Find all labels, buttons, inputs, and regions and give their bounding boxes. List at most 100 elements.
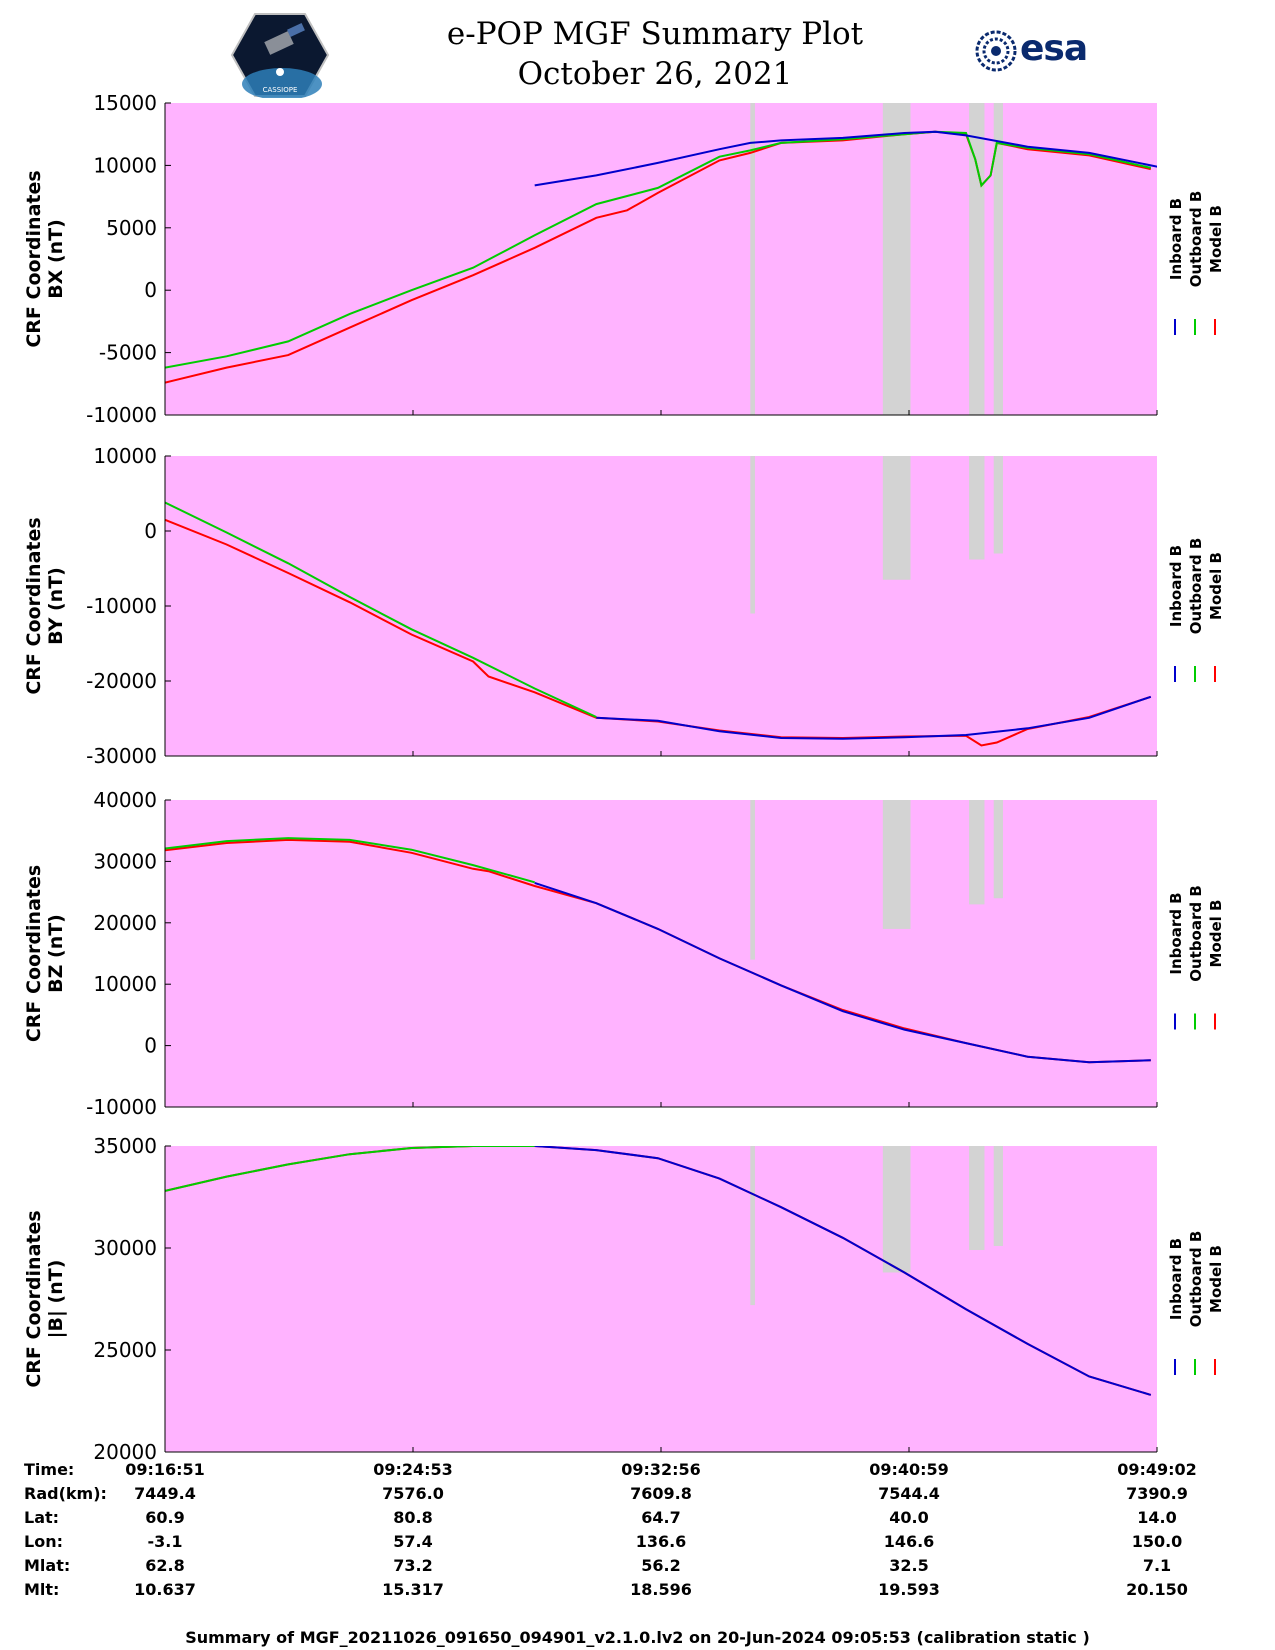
footer-caption: Summary of MGF_20211026_091650_094901_v2… xyxy=(185,1628,1090,1647)
ephem-value: -3.1 xyxy=(147,1532,183,1551)
ephem-value: 7449.4 xyxy=(134,1484,196,1503)
data-gap-4 xyxy=(993,456,1003,554)
ephem-value: 60.9 xyxy=(145,1508,185,1527)
ephem-value: 14.0 xyxy=(1137,1508,1177,1527)
y-axis-title-line-2: BY (nT) xyxy=(45,567,67,645)
y-tick-label: -5000 xyxy=(99,341,157,365)
series-line-outboard-b xyxy=(165,1146,535,1192)
legend-label-inboard: Inboard B xyxy=(1167,198,1185,280)
legend-label-inboard: Inboard B xyxy=(1167,892,1185,974)
data-gap-3 xyxy=(969,1146,985,1251)
y-axis-title-line-2: BX (nT) xyxy=(45,219,67,299)
ephem-value: 09:49:02 xyxy=(1117,1460,1197,1479)
y-tick-label: 20000 xyxy=(93,1440,157,1464)
ephem-value: 62.8 xyxy=(145,1556,185,1575)
ephem-label-mlat: Mlat: xyxy=(24,1556,71,1575)
y-tick-label: 15000 xyxy=(93,91,157,115)
data-gap-1 xyxy=(750,1146,755,1306)
series-line-outboard-b xyxy=(165,501,597,718)
y-tick-label: 30000 xyxy=(93,849,157,873)
ephem-value: 64.7 xyxy=(641,1508,681,1527)
esa-logo-text: esa xyxy=(1020,28,1088,69)
plot-background xyxy=(165,800,1157,1107)
legend-label-outboard: Outboard B xyxy=(1187,885,1205,982)
ephem-value: 7544.4 xyxy=(878,1484,940,1503)
data-gap-1 xyxy=(750,800,755,960)
ephem-value: 09:40:59 xyxy=(869,1460,949,1479)
y-axis-title-line-1: CRF Coordinates xyxy=(23,1210,45,1387)
ephem-value: 7390.9 xyxy=(1126,1484,1188,1503)
series-line-outboard-b xyxy=(165,837,535,884)
ephem-value: 7609.8 xyxy=(630,1484,692,1503)
ephem-value: 20.150 xyxy=(1126,1580,1188,1599)
ephem-value: 09:32:56 xyxy=(621,1460,701,1479)
y-tick-label: -10000 xyxy=(86,594,157,618)
y-axis-title: CRF CoordinatesBX (nT) xyxy=(23,170,67,347)
ephem-value: 10.637 xyxy=(134,1580,196,1599)
y-axis-title-line-2: |B| (nT) xyxy=(45,1260,67,1339)
ephem-value: 40.0 xyxy=(889,1508,929,1527)
y-tick-label: 0 xyxy=(144,278,157,302)
legend-label-model: Model B xyxy=(1207,552,1225,620)
ephem-value: 15.317 xyxy=(382,1580,444,1599)
ephem-value: 57.4 xyxy=(393,1532,433,1551)
y-axis-title-line-1: CRF Coordinates xyxy=(23,517,45,694)
y-tick-label: -10000 xyxy=(86,403,157,427)
svg-text:CASSIOPE: CASSIOPE xyxy=(263,86,298,94)
title-line-1: e-POP MGF Summary Plot xyxy=(446,16,864,52)
y-tick-label: 10000 xyxy=(93,153,157,177)
ephem-label-mlt: Mlt: xyxy=(24,1580,60,1599)
ephem-value: 150.0 xyxy=(1131,1532,1183,1551)
ephem-value: 56.2 xyxy=(641,1556,681,1575)
y-tick-label: 0 xyxy=(144,519,157,543)
panel-3: 40000 30000 20000 10000 0 -10000 CRF Coordinat… xyxy=(23,788,1225,1119)
legend-label-outboard: Outboard B xyxy=(1187,538,1205,635)
y-axis-title: CRF CoordinatesBY (nT) xyxy=(23,517,67,694)
y-axis-title: CRF CoordinatesBZ (nT) xyxy=(23,865,67,1042)
y-tick-label: 0 xyxy=(144,1034,157,1058)
ephem-value: 73.2 xyxy=(393,1556,433,1575)
y-tick-label: 20000 xyxy=(93,911,157,935)
y-tick-label: 10000 xyxy=(93,972,157,996)
ephem-value: 19.593 xyxy=(878,1580,940,1599)
legend-label-outboard: Outboard B xyxy=(1187,1231,1205,1328)
series-line-inboard-b xyxy=(534,881,1151,1064)
ephem-value: 32.5 xyxy=(889,1556,929,1575)
panel-2: 10000 0 -10000 -20000 -30000 CRF CoordinatesB… xyxy=(23,444,1225,768)
legend-label-model: Model B xyxy=(1207,1245,1225,1313)
y-tick-label: 10000 xyxy=(93,444,157,468)
ephem-value: 7576.0 xyxy=(382,1484,444,1503)
data-gap-4 xyxy=(993,1146,1003,1246)
legend-label-outboard: Outboard B xyxy=(1187,191,1205,288)
esa-globe-icon xyxy=(975,30,1017,72)
ephem-value: 7.1 xyxy=(1142,1556,1172,1575)
data-gap-2 xyxy=(882,456,911,580)
data-gap-3 xyxy=(969,456,985,560)
ephem-value: 09:24:53 xyxy=(373,1460,453,1479)
plot-panels: 15000 10000 5000 0 -5000 -10000 CRF Coordinate… xyxy=(23,91,1225,1464)
data-gap-3 xyxy=(969,800,985,905)
plot-background xyxy=(165,456,1157,756)
plot-background xyxy=(165,1146,1157,1452)
y-tick-label: -10000 xyxy=(86,1095,157,1119)
ephem-value: 80.8 xyxy=(393,1508,433,1527)
data-gap-1 xyxy=(750,103,755,415)
data-gap-4 xyxy=(993,800,1003,899)
y-tick-label: 5000 xyxy=(106,216,157,240)
y-axis-title-line-2: BZ (nT) xyxy=(45,914,67,993)
y-tick-label: 30000 xyxy=(93,1236,157,1260)
y-tick-label: -30000 xyxy=(86,744,157,768)
legend-label-model: Model B xyxy=(1207,205,1225,273)
data-gap-2 xyxy=(882,800,911,929)
plot-title: e-POP MGF Summary Plot October 26, 2021 xyxy=(380,14,930,94)
panel-1: 15000 10000 5000 0 -5000 -10000 CRF Coordinate… xyxy=(23,91,1225,427)
data-gap-2 xyxy=(882,103,911,415)
ephem-value: 136.6 xyxy=(635,1532,687,1551)
y-axis-title: CRF Coordinates|B| (nT) xyxy=(23,1210,67,1387)
ephem-label-lat: Lat: xyxy=(24,1508,60,1527)
y-axis-title-line-1: CRF Coordinates xyxy=(23,865,45,1042)
ephem-label-time: Time: xyxy=(24,1460,75,1479)
ephem-value: 09:16:51 xyxy=(125,1460,205,1479)
ephem-value: 18.596 xyxy=(630,1580,692,1599)
ephem-value: 146.6 xyxy=(883,1532,935,1551)
